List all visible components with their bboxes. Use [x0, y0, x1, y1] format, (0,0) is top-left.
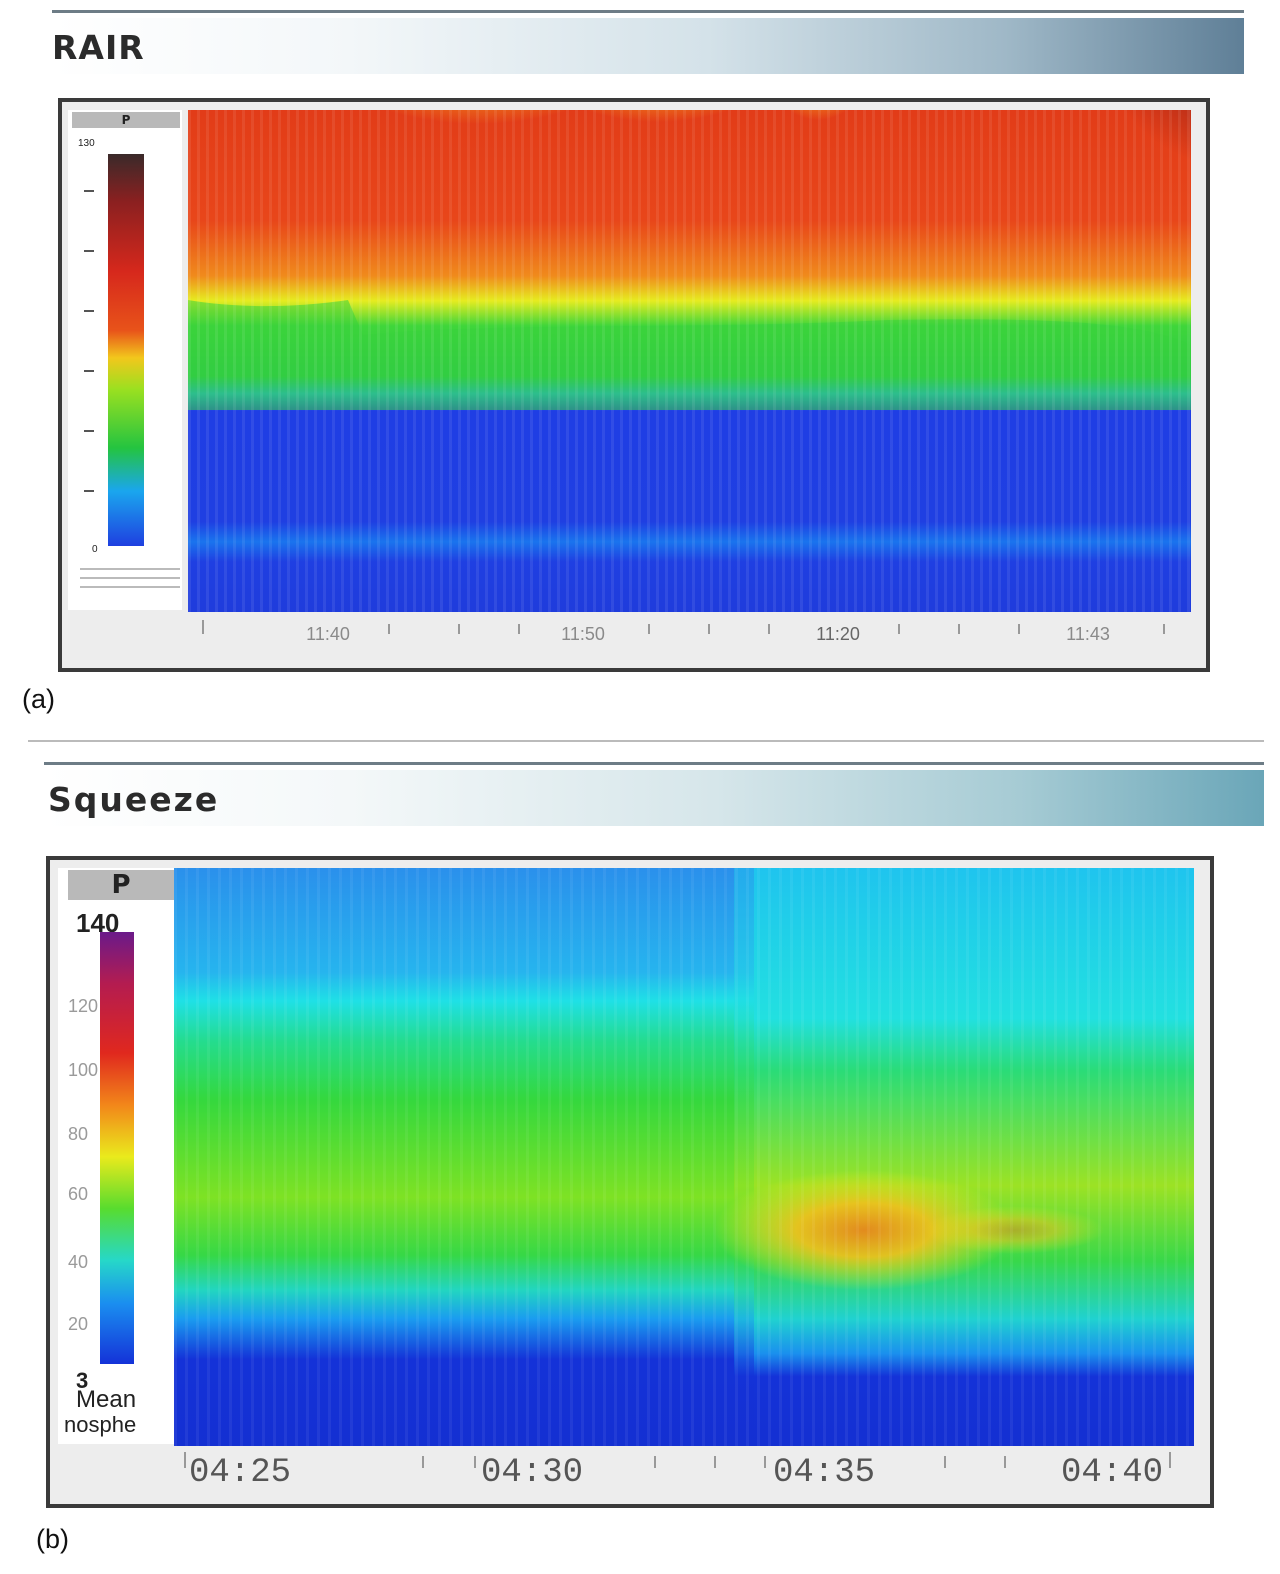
legend-min-b: 3 [76, 1368, 89, 1393]
x-tick-label: 11:20 [816, 624, 860, 644]
legend-tick [84, 250, 94, 252]
x-tick [708, 624, 710, 634]
legend-tick [84, 490, 94, 492]
legend-tick-label: 120 [68, 996, 99, 1016]
x-tick [944, 1456, 946, 1468]
x-tick [474, 1456, 476, 1468]
header-band-a [52, 18, 1244, 74]
legend-caption-lines-a [80, 568, 180, 594]
header-rule-a [52, 10, 1244, 13]
x-tick [764, 1456, 766, 1468]
legend-tick-label: 100 [68, 1060, 99, 1080]
legend-caption-atmospheric: nosphe [64, 1412, 137, 1437]
header-band-b [44, 770, 1264, 826]
legend-tick [84, 430, 94, 432]
heatmap-b [174, 868, 1194, 1446]
panel-letter-a: (a) [22, 684, 55, 714]
x-tick [422, 1456, 424, 1468]
legend-header-b: P [68, 870, 174, 900]
x-tick [518, 624, 520, 634]
x-tick [1018, 624, 1020, 634]
x-tick [648, 624, 650, 634]
x-tick [714, 1456, 716, 1468]
legend-tick [84, 370, 94, 372]
legend-a: P 130 0 [68, 110, 182, 610]
legend-tick [84, 190, 94, 192]
legend-tick-label: 80 [68, 1124, 89, 1144]
x-tick-label: 11:40 [306, 624, 350, 644]
x-tick-label: 04:35 [772, 1454, 876, 1492]
legend-header-a: P [72, 112, 180, 128]
x-tick [202, 620, 204, 634]
x-tick [388, 624, 390, 634]
legend-caption-mean: Mean [76, 1386, 137, 1413]
x-tick-label: 11:50 [561, 624, 605, 644]
panel-letter-b: (b) [36, 1524, 69, 1554]
heatmap-a [188, 110, 1191, 612]
legend-colorbar-b [100, 932, 134, 1364]
x-tick [958, 624, 960, 634]
header-rule-b [44, 762, 1264, 765]
x-tick [184, 1452, 186, 1468]
separator [28, 740, 1264, 742]
x-tick [654, 1456, 656, 1468]
x-tick [1163, 624, 1165, 634]
x-tick-label: 04:30 [480, 1454, 584, 1492]
x-tick [898, 624, 900, 634]
x-tick [768, 624, 770, 634]
x-axis-a: 11:40 11:50 11:20 11:43 [188, 616, 1191, 656]
x-axis-b: 04:25 04:30 04:35 04:40 [174, 1448, 1194, 1492]
legend-tick [84, 310, 94, 312]
panel-title-a: RAIR [52, 28, 145, 67]
x-tick-label: 04:25 [188, 1454, 292, 1492]
legend-colorbar-a [108, 154, 144, 546]
legend-b: P 140 120 100 80 60 40 20 3 Mean nosphe [58, 868, 174, 1444]
x-tick-label: 11:43 [1066, 624, 1110, 644]
legend-max-a: 130 [78, 138, 95, 149]
x-tick [1004, 1456, 1006, 1468]
legend-tick-label: 20 [68, 1314, 89, 1334]
panel-title-b: Squeeze [48, 780, 220, 819]
legend-tick-label: 40 [68, 1252, 89, 1272]
legend-min-a: 0 [92, 544, 98, 555]
x-tick [458, 624, 460, 634]
legend-tick-label: 60 [68, 1184, 89, 1204]
x-tick [1169, 1452, 1171, 1468]
x-tick-label: 04:40 [1060, 1454, 1164, 1492]
